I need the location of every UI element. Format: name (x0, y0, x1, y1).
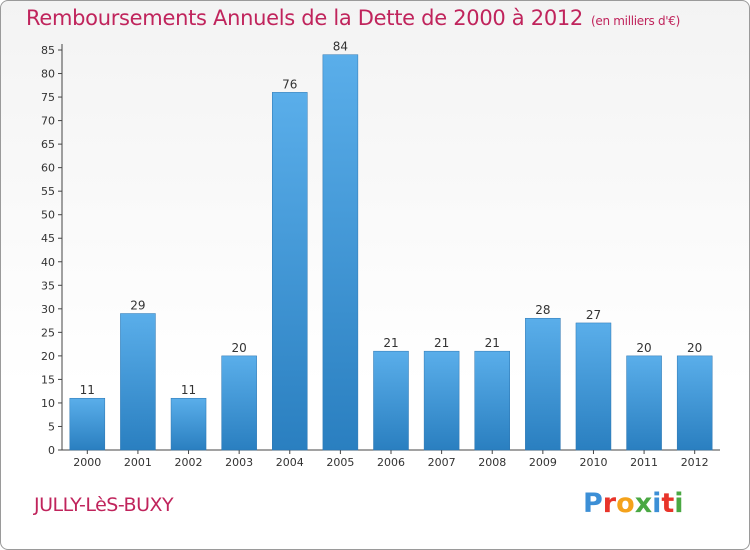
y-tick-label: 0 (48, 444, 55, 457)
chart-subtitle: (en milliers d'€) (591, 14, 681, 28)
y-tick-label: 30 (41, 303, 55, 316)
x-tick-label: 2006 (377, 456, 405, 469)
y-tick-label: 35 (41, 279, 55, 292)
bar-value-label: 21 (485, 336, 500, 350)
y-tick-label: 75 (41, 91, 55, 104)
chart-title-text: Remboursements Annuels de la Dette de 20… (26, 6, 583, 30)
x-tick-label: 2003 (225, 456, 253, 469)
bar-value-label: 28 (535, 303, 550, 317)
bar (221, 355, 257, 451)
bar-value-label: 20 (232, 341, 247, 355)
x-tick-label: 2010 (579, 456, 607, 469)
commune-name: JULLY-LèS-BUXY (34, 494, 174, 516)
x-tick-label: 2011 (630, 456, 658, 469)
y-tick-label: 60 (41, 162, 55, 175)
y-tick-label: 15 (41, 373, 55, 386)
proxiti-logo: Proxiti (583, 488, 684, 519)
bar (423, 350, 460, 451)
bar (626, 355, 662, 451)
bar-value-label: 21 (383, 336, 398, 350)
x-tick-label: 2008 (478, 456, 506, 469)
bar-value-label: 11 (181, 383, 196, 397)
x-tick-label: 2001 (124, 456, 152, 469)
bar-value-label: 20 (687, 341, 702, 355)
bar-value-label: 27 (586, 308, 601, 322)
y-tick-label: 45 (41, 232, 55, 245)
bar (170, 397, 207, 451)
x-tick-label: 2007 (428, 456, 456, 469)
y-tick-label: 80 (41, 68, 55, 81)
bar (69, 397, 106, 451)
y-tick-label: 10 (41, 397, 55, 410)
x-tick-label: 2000 (73, 456, 101, 469)
y-tick-label: 20 (41, 350, 55, 363)
bar (676, 355, 713, 451)
bar-value-label: 84 (333, 40, 348, 54)
bar (322, 54, 359, 451)
x-tick-label: 2009 (529, 456, 557, 469)
bar (272, 92, 308, 451)
bar-value-label: 20 (636, 341, 651, 355)
y-tick-label: 40 (41, 256, 55, 269)
bar (120, 313, 156, 451)
bar-value-label: 11 (80, 383, 95, 397)
x-tick-label: 2012 (681, 456, 709, 469)
chart-title: Remboursements Annuels de la Dette de 20… (26, 6, 680, 30)
bar (575, 322, 612, 451)
x-tick-label: 2004 (276, 456, 304, 469)
y-tick-label: 50 (41, 209, 55, 222)
bar (474, 350, 510, 451)
bar (373, 350, 409, 451)
x-tick-label: 2005 (326, 456, 354, 469)
bar-value-label: 21 (434, 336, 449, 350)
y-tick-label: 85 (41, 44, 55, 57)
y-tick-label: 55 (41, 185, 55, 198)
bar-value-label: 29 (130, 299, 145, 313)
y-tick-label: 70 (41, 115, 55, 128)
bar-value-label: 76 (282, 77, 297, 91)
bar (525, 317, 561, 451)
y-tick-label: 5 (48, 420, 55, 433)
y-tick-label: 25 (41, 326, 55, 339)
x-tick-label: 2002 (175, 456, 203, 469)
bars: 11 29 11 20 76 84 21 21 21 28 27 20 20 (69, 40, 713, 451)
y-tick-label: 65 (41, 138, 55, 151)
